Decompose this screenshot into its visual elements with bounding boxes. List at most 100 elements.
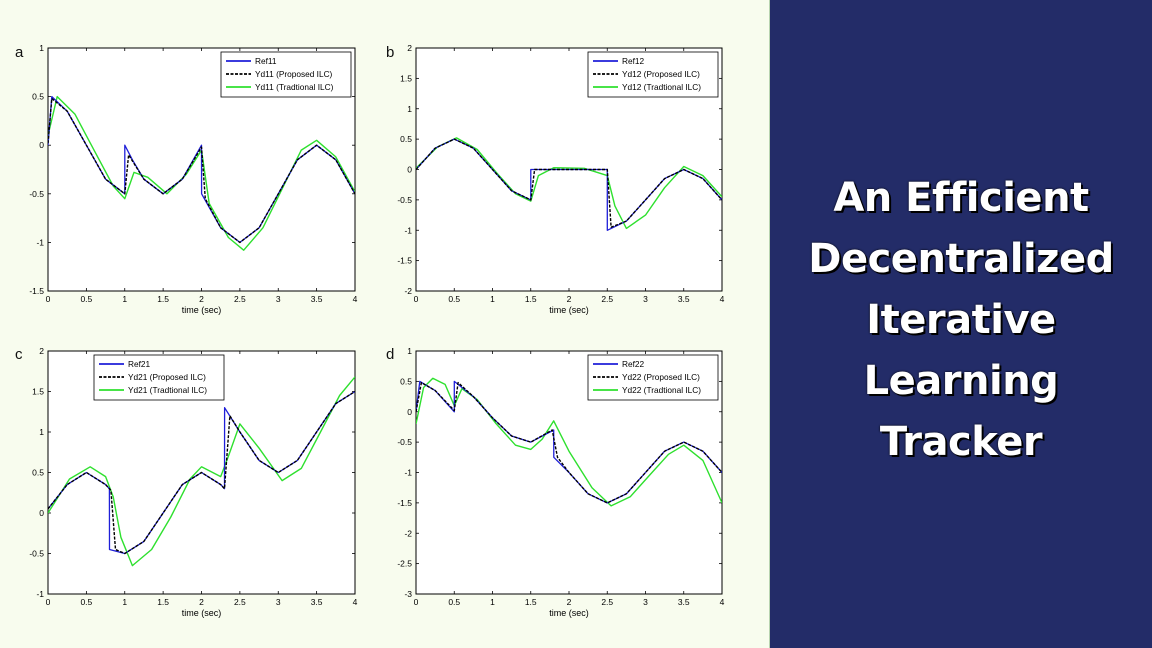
- y-tick-label: 2: [39, 346, 44, 356]
- legend-entry: Ref21: [128, 359, 151, 369]
- series-line-traditional: [48, 376, 355, 567]
- y-tick-label: -1: [36, 237, 44, 247]
- x-axis-label: time (sec): [182, 305, 222, 315]
- legend-entry: Yd22 (Tradtional ILC): [622, 385, 701, 395]
- y-tick-label: 1.5: [32, 387, 44, 397]
- y-tick-label: -0.5: [29, 549, 44, 559]
- y-tick-label: 1: [407, 104, 412, 114]
- legend: Ref11 Yd11 (Proposed ILC) Yd11 (Tradtional…: [220, 51, 352, 98]
- x-axis-label: time (sec): [182, 608, 222, 618]
- y-tick-label: -2.5: [397, 559, 412, 569]
- x-tick-label: 3.5: [311, 294, 323, 304]
- x-tick-label: 2: [567, 294, 572, 304]
- x-tick-label: 3: [276, 294, 281, 304]
- x-tick-label: 1: [490, 294, 495, 304]
- title-line-1: An Efficient: [833, 175, 1089, 221]
- legend-entry: Yd21 (Tradtional ILC): [128, 385, 207, 395]
- x-tick-label: 4: [353, 597, 358, 607]
- legend-entry: Yd22 (Proposed ILC): [622, 372, 700, 382]
- y-tick-label: -0.5: [397, 195, 412, 205]
- y-tick-label: 0: [407, 407, 412, 417]
- chart-b: b0 0.5 1 1.5 2 2.5 3 3.5 4-2-1.5-1-0.500.511.52t…: [386, 43, 725, 315]
- y-tick-label: -1.5: [397, 498, 412, 508]
- chart-a: a 0 0.5 1 1.5 2 2.5 3 3.5 4 -1.5 -1 -0.5 0 0.5 1 time (s…: [15, 43, 358, 315]
- y-tick-label: -1.5: [29, 286, 44, 296]
- x-tick-label: 1: [122, 294, 127, 304]
- title-line-2: Decentralized: [808, 236, 1114, 282]
- x-tick-label: 2: [567, 597, 572, 607]
- legend-entry: Yd11 (Tradtional ILC): [255, 82, 334, 92]
- x-tick-label: 0.5: [80, 597, 92, 607]
- y-tick-label: -0.5: [29, 189, 44, 199]
- series-line-traditional: [416, 137, 722, 230]
- series-line-proposed: [48, 97, 355, 244]
- charts-canvas: a 0 0.5 1 1.5 2 2.5 3 3.5 4 -1.5 -1 -0.5 0 0.5 1 time (s…: [15, 43, 725, 618]
- x-tick-label: 2: [199, 597, 204, 607]
- legend-box: [587, 354, 719, 401]
- title-panel: [770, 0, 1152, 648]
- series-line-traditional: [416, 377, 722, 507]
- x-tick-label: 2.5: [601, 597, 613, 607]
- x-tick-label: 1.5: [157, 294, 169, 304]
- y-tick-label: -1.5: [397, 256, 412, 266]
- legend: Ref12 Yd12 (Proposed ILC) Yd12 (Tradtional…: [587, 51, 719, 98]
- x-tick-label: 1: [122, 597, 127, 607]
- x-tick-label: 4: [353, 294, 358, 304]
- x-axis-label: time (sec): [549, 608, 589, 618]
- legend-entry: Yd11 (Proposed ILC): [255, 69, 333, 79]
- y-tick-label: 0.5: [32, 92, 44, 102]
- x-tick-label: 1.5: [525, 597, 537, 607]
- legend-box: [93, 354, 225, 401]
- y-tick-label: 0: [39, 508, 44, 518]
- x-tick-label: 0.5: [448, 597, 460, 607]
- y-tick-label: 2: [407, 43, 412, 53]
- y-tick-label: -1: [36, 589, 44, 599]
- x-tick-label: 4: [720, 294, 725, 304]
- title-line-5: Tracker: [879, 419, 1043, 465]
- legend-entry: Ref11: [255, 56, 277, 66]
- y-tick-label: -3: [404, 589, 412, 599]
- y-tick-label: -2: [404, 286, 412, 296]
- y-tick-label: 1.5: [400, 73, 412, 83]
- y-tick-label: -2: [404, 528, 412, 538]
- legend-entry: Yd12 (Proposed ILC): [622, 69, 700, 79]
- x-tick-label: 2.5: [234, 597, 246, 607]
- x-tick-label: 3.5: [678, 597, 690, 607]
- x-tick-label: 3.5: [311, 597, 323, 607]
- legend: Ref21 Yd21 (Proposed ILC) Yd21 (Tradtional…: [93, 354, 225, 401]
- y-tick-label: 1: [407, 346, 412, 356]
- panel-label: b: [386, 44, 394, 61]
- slide-title: An Efficient Decentralized Iterative Lea…: [770, 168, 1152, 473]
- y-tick-label: 0: [39, 140, 44, 150]
- x-tick-label: 0.5: [80, 294, 92, 304]
- legend-entry: Yd12 (Tradtional ILC): [622, 82, 701, 92]
- legend-entry: Yd21 (Proposed ILC): [128, 372, 206, 382]
- panel-label: c: [15, 346, 23, 363]
- x-tick-label: 1.5: [157, 597, 169, 607]
- legend-entry: Ref22: [622, 359, 645, 369]
- y-tick-label: -1: [404, 225, 412, 235]
- x-tick-label: 2.5: [601, 294, 613, 304]
- series-line-traditional: [48, 95, 355, 251]
- y-tick-label: -1: [404, 468, 412, 478]
- y-tick-label: 0.5: [32, 468, 44, 478]
- legend-box: [587, 51, 719, 98]
- title-line-3: Iterative: [866, 297, 1056, 343]
- x-tick-label: 0: [46, 597, 51, 607]
- legend-entry: Ref12: [622, 56, 645, 66]
- panel-label: d: [386, 346, 394, 363]
- y-tick-label: 1: [39, 427, 44, 437]
- x-tick-label: 4: [720, 597, 725, 607]
- legend: Ref22 Yd22 (Proposed ILC) Yd22 (Tradtional…: [587, 354, 719, 401]
- series-line-proposed: [416, 138, 722, 228]
- y-tick-label: 0: [407, 165, 412, 175]
- x-tick-label: 1.5: [525, 294, 537, 304]
- x-tick-label: 2.5: [234, 294, 246, 304]
- x-tick-label: 0.5: [448, 294, 460, 304]
- x-tick-label: 3: [276, 597, 281, 607]
- chart-d: d 0 0.5 1 1.5 2 2.5 3 3.5 4 -3 -2.5 -2 -1.5 -1 -0.5 0 0.5…: [386, 346, 725, 618]
- y-tick-label: 0.5: [400, 134, 412, 144]
- y-tick-label: 0.5: [400, 376, 412, 386]
- x-tick-label: 1: [490, 597, 495, 607]
